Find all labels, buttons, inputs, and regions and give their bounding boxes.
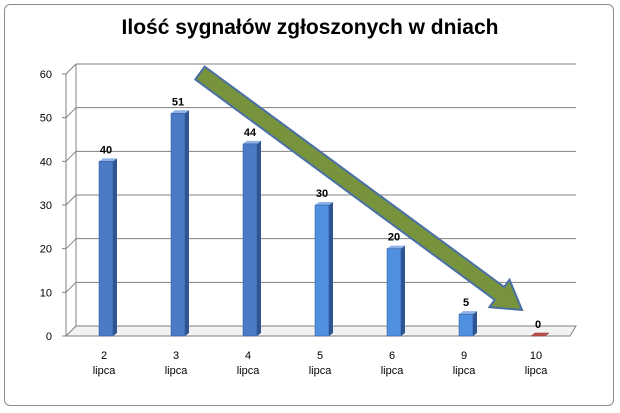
bar-top (171, 110, 189, 114)
data-label: 44 (244, 127, 257, 139)
x-tick-label: 6 (389, 350, 395, 362)
x-tick-label: lipca (381, 365, 405, 377)
bar (170, 113, 186, 337)
bar (458, 313, 474, 337)
gridline-depth (65, 63, 77, 75)
bar-side (401, 245, 405, 336)
y-tick-label: 60 (40, 69, 52, 81)
bar (314, 204, 330, 337)
bar-top (99, 158, 117, 162)
bar (242, 143, 258, 337)
gridline-depth (65, 150, 77, 162)
data-label: 5 (463, 297, 469, 309)
x-tick-label: lipca (525, 365, 549, 377)
bar-side (329, 202, 333, 336)
bar (98, 161, 114, 337)
y-tick-label: 40 (40, 156, 52, 168)
x-tick-label: 9 (461, 350, 467, 362)
y-tick-label: 20 (40, 244, 52, 256)
bar (386, 248, 402, 337)
bar-top (459, 311, 477, 315)
x-tick-label: 2 (101, 350, 107, 362)
data-label: 30 (316, 188, 328, 200)
bar (530, 332, 550, 337)
bar-side (257, 140, 261, 336)
trend-arrow (193, 65, 524, 312)
gridline-depth (65, 238, 77, 250)
x-tick-label: 4 (245, 350, 251, 362)
bar-side (113, 158, 117, 336)
data-label: 20 (388, 232, 400, 244)
data-label: 0 (535, 319, 541, 331)
x-tick-label: 3 (173, 350, 179, 362)
y-tick-label: 50 (40, 113, 52, 125)
x-tick-label: lipca (237, 365, 261, 377)
bar-top (243, 140, 261, 144)
y-tick-label: 0 (46, 331, 52, 343)
x-tick-label: lipca (453, 365, 477, 377)
bar-top (387, 245, 405, 249)
gridline-depth (65, 194, 77, 206)
bar-side (185, 110, 189, 336)
x-tick-label: lipca (165, 365, 189, 377)
data-label: 40 (100, 144, 112, 156)
x-tick-label: lipca (93, 365, 117, 377)
gridline-depth (65, 281, 77, 293)
y-tick-label: 30 (40, 200, 52, 212)
chart-title: Ilość sygnałów zgłoszonych w dniach (121, 16, 499, 39)
x-tick-label: 5 (317, 350, 323, 362)
x-tick-label: 10 (530, 350, 542, 362)
x-tick-label: lipca (309, 365, 333, 377)
y-tick-label: 10 (40, 287, 52, 299)
data-label: 51 (172, 96, 184, 108)
bar-top (315, 202, 333, 205)
gridline-depth (65, 107, 77, 119)
bar-side (473, 311, 477, 336)
